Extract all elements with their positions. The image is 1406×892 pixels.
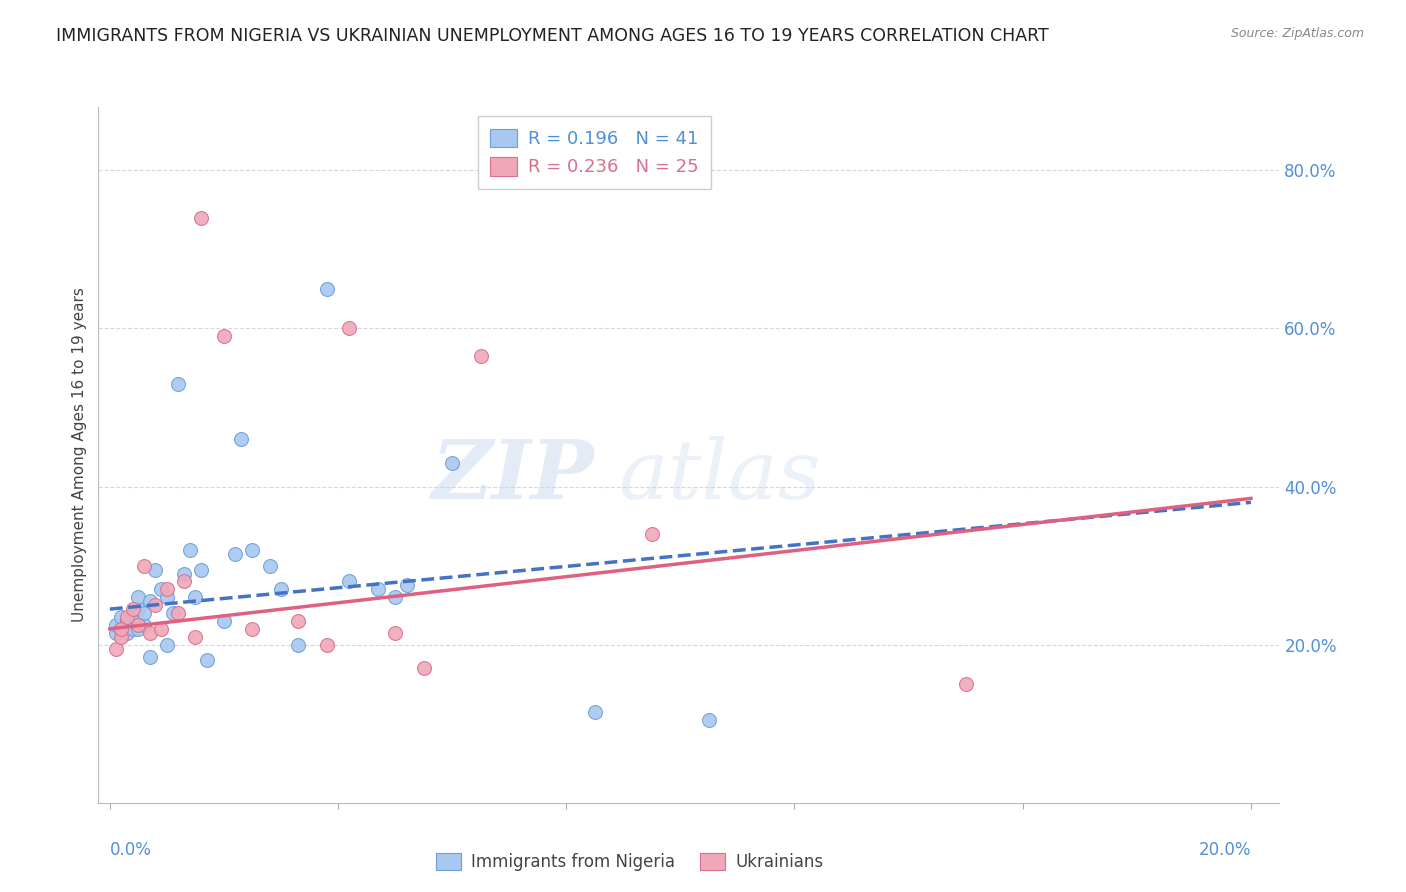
Point xyxy=(139,625,162,640)
Point xyxy=(955,677,977,691)
Point xyxy=(121,602,143,616)
Point xyxy=(110,610,132,624)
Point xyxy=(179,542,201,557)
Point xyxy=(145,598,167,612)
Point xyxy=(367,582,389,597)
Point xyxy=(190,563,212,577)
Point xyxy=(127,618,149,632)
Point xyxy=(242,622,264,636)
Point xyxy=(139,649,162,664)
Point xyxy=(145,563,167,577)
Point xyxy=(110,622,132,636)
Y-axis label: Unemployment Among Ages 16 to 19 years: Unemployment Among Ages 16 to 19 years xyxy=(72,287,87,623)
Point xyxy=(127,602,149,616)
Point xyxy=(173,566,195,581)
Text: 0.0%: 0.0% xyxy=(110,841,152,859)
Point xyxy=(697,713,720,727)
Point xyxy=(139,594,162,608)
Point xyxy=(127,591,149,605)
Point xyxy=(121,606,143,620)
Point xyxy=(339,321,361,335)
Point xyxy=(156,591,179,605)
Point xyxy=(156,582,179,597)
Point xyxy=(641,527,664,541)
Point xyxy=(315,638,337,652)
Point xyxy=(224,547,246,561)
Point xyxy=(384,591,406,605)
Point xyxy=(259,558,281,573)
Point xyxy=(190,211,212,225)
Text: 20.0%: 20.0% xyxy=(1198,841,1251,859)
Point xyxy=(229,432,252,446)
Point xyxy=(115,625,138,640)
Point xyxy=(156,638,179,652)
Point xyxy=(412,661,434,675)
Point xyxy=(167,606,190,620)
Point xyxy=(583,705,606,719)
Point xyxy=(212,329,235,343)
Point xyxy=(212,614,235,628)
Point xyxy=(167,376,190,391)
Point xyxy=(339,574,361,589)
Point xyxy=(121,622,143,636)
Point xyxy=(173,574,195,589)
Point xyxy=(184,591,207,605)
Point xyxy=(115,614,138,628)
Point xyxy=(110,622,132,636)
Legend: Immigrants from Nigeria, Ukrainians: Immigrants from Nigeria, Ukrainians xyxy=(430,847,830,878)
Point xyxy=(115,610,138,624)
Point xyxy=(441,456,464,470)
Point xyxy=(127,622,149,636)
Point xyxy=(395,578,418,592)
Point xyxy=(242,542,264,557)
Point xyxy=(287,638,309,652)
Point xyxy=(287,614,309,628)
Point xyxy=(132,606,155,620)
Text: Source: ZipAtlas.com: Source: ZipAtlas.com xyxy=(1230,27,1364,40)
Point xyxy=(184,630,207,644)
Point xyxy=(315,282,337,296)
Point xyxy=(150,582,173,597)
Point xyxy=(470,349,492,363)
Text: ZIP: ZIP xyxy=(432,436,595,516)
Point xyxy=(132,618,155,632)
Point xyxy=(110,630,132,644)
Point xyxy=(162,606,184,620)
Text: IMMIGRANTS FROM NIGERIA VS UKRAINIAN UNEMPLOYMENT AMONG AGES 16 TO 19 YEARS CORR: IMMIGRANTS FROM NIGERIA VS UKRAINIAN UNE… xyxy=(56,27,1049,45)
Point xyxy=(384,625,406,640)
Point xyxy=(150,622,173,636)
Point xyxy=(132,558,155,573)
Point xyxy=(104,641,127,656)
Point xyxy=(270,582,292,597)
Text: atlas: atlas xyxy=(619,436,821,516)
Point xyxy=(104,618,127,632)
Point xyxy=(104,625,127,640)
Point xyxy=(195,653,218,667)
